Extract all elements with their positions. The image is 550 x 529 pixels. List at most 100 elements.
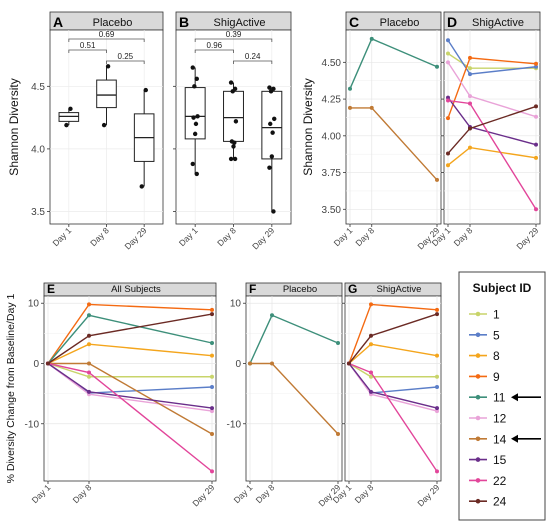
series-point-subject-24 bbox=[446, 151, 450, 156]
series-point-subject-8 bbox=[87, 342, 91, 347]
y-tick-label: 3.50 bbox=[322, 205, 342, 216]
box bbox=[223, 90, 244, 142]
series-point-subject-22 bbox=[369, 370, 373, 375]
series-point-subject-14 bbox=[210, 431, 214, 436]
y-tick-label: 0 bbox=[33, 359, 39, 370]
series-point-subject-24 bbox=[347, 361, 351, 366]
series-point-subject-8 bbox=[210, 353, 214, 358]
comparison-pvalue: 0.39 bbox=[226, 30, 242, 39]
data-point bbox=[68, 106, 73, 112]
data-point bbox=[270, 130, 275, 135]
legend-label: 8 bbox=[493, 349, 500, 363]
legend-label: 15 bbox=[493, 453, 507, 467]
data-point bbox=[192, 84, 197, 89]
x-tick-label: Day 8 bbox=[353, 225, 376, 248]
x-tick-label: Day 1 bbox=[332, 225, 355, 248]
legend-swatch-point bbox=[475, 478, 481, 483]
series-point-subject-8 bbox=[534, 155, 538, 160]
series-point-subject-9 bbox=[369, 302, 373, 307]
x-tick-label: Day 29 bbox=[514, 225, 540, 251]
series-point-subject-22 bbox=[210, 469, 214, 474]
x-tick-label: Day 1 bbox=[30, 482, 53, 505]
data-point bbox=[231, 144, 236, 149]
x-tick-label: Day 29 bbox=[250, 225, 276, 251]
series-point-subject-8 bbox=[369, 342, 373, 347]
legend-swatch-point bbox=[475, 374, 481, 379]
x-tick-label: Day 29 bbox=[415, 482, 441, 508]
comparison-pvalue: 0.69 bbox=[99, 30, 115, 39]
series-point-subject-14 bbox=[336, 431, 340, 436]
series-point-subject-15 bbox=[435, 406, 439, 411]
y-tick-label: 10 bbox=[230, 299, 242, 310]
series-point-subject-11 bbox=[369, 36, 374, 41]
data-point bbox=[232, 140, 237, 145]
panel-strip-label: ShigActive bbox=[214, 17, 266, 29]
panel-letter: F bbox=[249, 282, 256, 296]
x-tick-label: Day 1 bbox=[232, 482, 255, 505]
legend-label: 22 bbox=[493, 474, 507, 488]
x-tick-label: Day 8 bbox=[71, 482, 94, 505]
legend-swatch-point bbox=[475, 436, 481, 442]
x-tick-label: Day 8 bbox=[215, 225, 238, 248]
data-point bbox=[268, 89, 274, 94]
legend-title: Subject ID bbox=[473, 281, 532, 295]
series-point-subject-15 bbox=[369, 389, 373, 394]
legend-label: 12 bbox=[493, 412, 507, 426]
series-point-subject-12 bbox=[446, 60, 450, 65]
panel-strip-label: All Subjects bbox=[111, 284, 161, 295]
series-point-subject-22 bbox=[87, 370, 91, 375]
data-point bbox=[143, 87, 148, 93]
series-point-subject-9 bbox=[87, 302, 91, 307]
series-point-subject-24 bbox=[87, 333, 91, 338]
x-tick-label: Day 1 bbox=[50, 225, 73, 248]
data-point bbox=[230, 89, 235, 94]
legend-label: 14 bbox=[493, 432, 507, 446]
data-point bbox=[268, 121, 273, 127]
series-point-subject-11 bbox=[336, 341, 340, 346]
comparison-pvalue: 0.96 bbox=[207, 41, 223, 50]
series-point-subject-11 bbox=[87, 313, 91, 318]
legend-arrow-head bbox=[511, 434, 518, 443]
panel-strip-label: ShigActive bbox=[472, 17, 524, 29]
comparison-pvalue: 0.51 bbox=[80, 41, 96, 50]
panel-border bbox=[443, 29, 541, 225]
panel-letter: B bbox=[179, 14, 189, 30]
data-point bbox=[269, 154, 275, 159]
series-point-subject-5 bbox=[468, 72, 472, 77]
data-point bbox=[272, 116, 277, 122]
series-point-subject-14 bbox=[87, 361, 91, 366]
panel-border bbox=[245, 295, 343, 482]
legend-label: 5 bbox=[493, 328, 500, 342]
data-point bbox=[271, 209, 276, 214]
y-tick-label: 10 bbox=[28, 299, 40, 310]
legend-arrow-head bbox=[511, 393, 518, 402]
y-tick-label: 4.5 bbox=[31, 82, 45, 93]
panel-strip-label: Placebo bbox=[283, 284, 317, 295]
series-point-subject-14 bbox=[248, 361, 252, 366]
series-point-subject-11 bbox=[210, 341, 214, 346]
series-point-subject-1 bbox=[369, 374, 373, 379]
series-point-subject-24 bbox=[468, 126, 472, 131]
panel-letter: D bbox=[447, 14, 457, 30]
legend-label: 24 bbox=[493, 495, 507, 509]
y-tick-label: 4.50 bbox=[322, 58, 342, 69]
x-tick-label: Day 8 bbox=[88, 225, 111, 248]
series-point-subject-24 bbox=[369, 333, 373, 338]
panel-strip-label: ShigActive bbox=[377, 284, 422, 295]
series-point-subject-9 bbox=[435, 307, 439, 312]
y-axis-label: Shannon Diversity bbox=[7, 78, 21, 175]
series-point-subject-5 bbox=[446, 38, 450, 43]
series-point-subject-14 bbox=[435, 177, 439, 182]
data-point bbox=[194, 76, 199, 82]
data-point bbox=[191, 115, 196, 120]
series-point-subject-12 bbox=[435, 409, 439, 414]
y-tick-label: 0 bbox=[235, 359, 241, 370]
box bbox=[184, 87, 206, 140]
box bbox=[96, 79, 117, 109]
panel-letter: G bbox=[348, 282, 357, 296]
panel-strip-label: Placebo bbox=[380, 17, 420, 29]
series-point-subject-24 bbox=[46, 361, 50, 366]
y-tick-label: 3.75 bbox=[322, 168, 342, 179]
series-point-subject-9 bbox=[446, 116, 450, 121]
